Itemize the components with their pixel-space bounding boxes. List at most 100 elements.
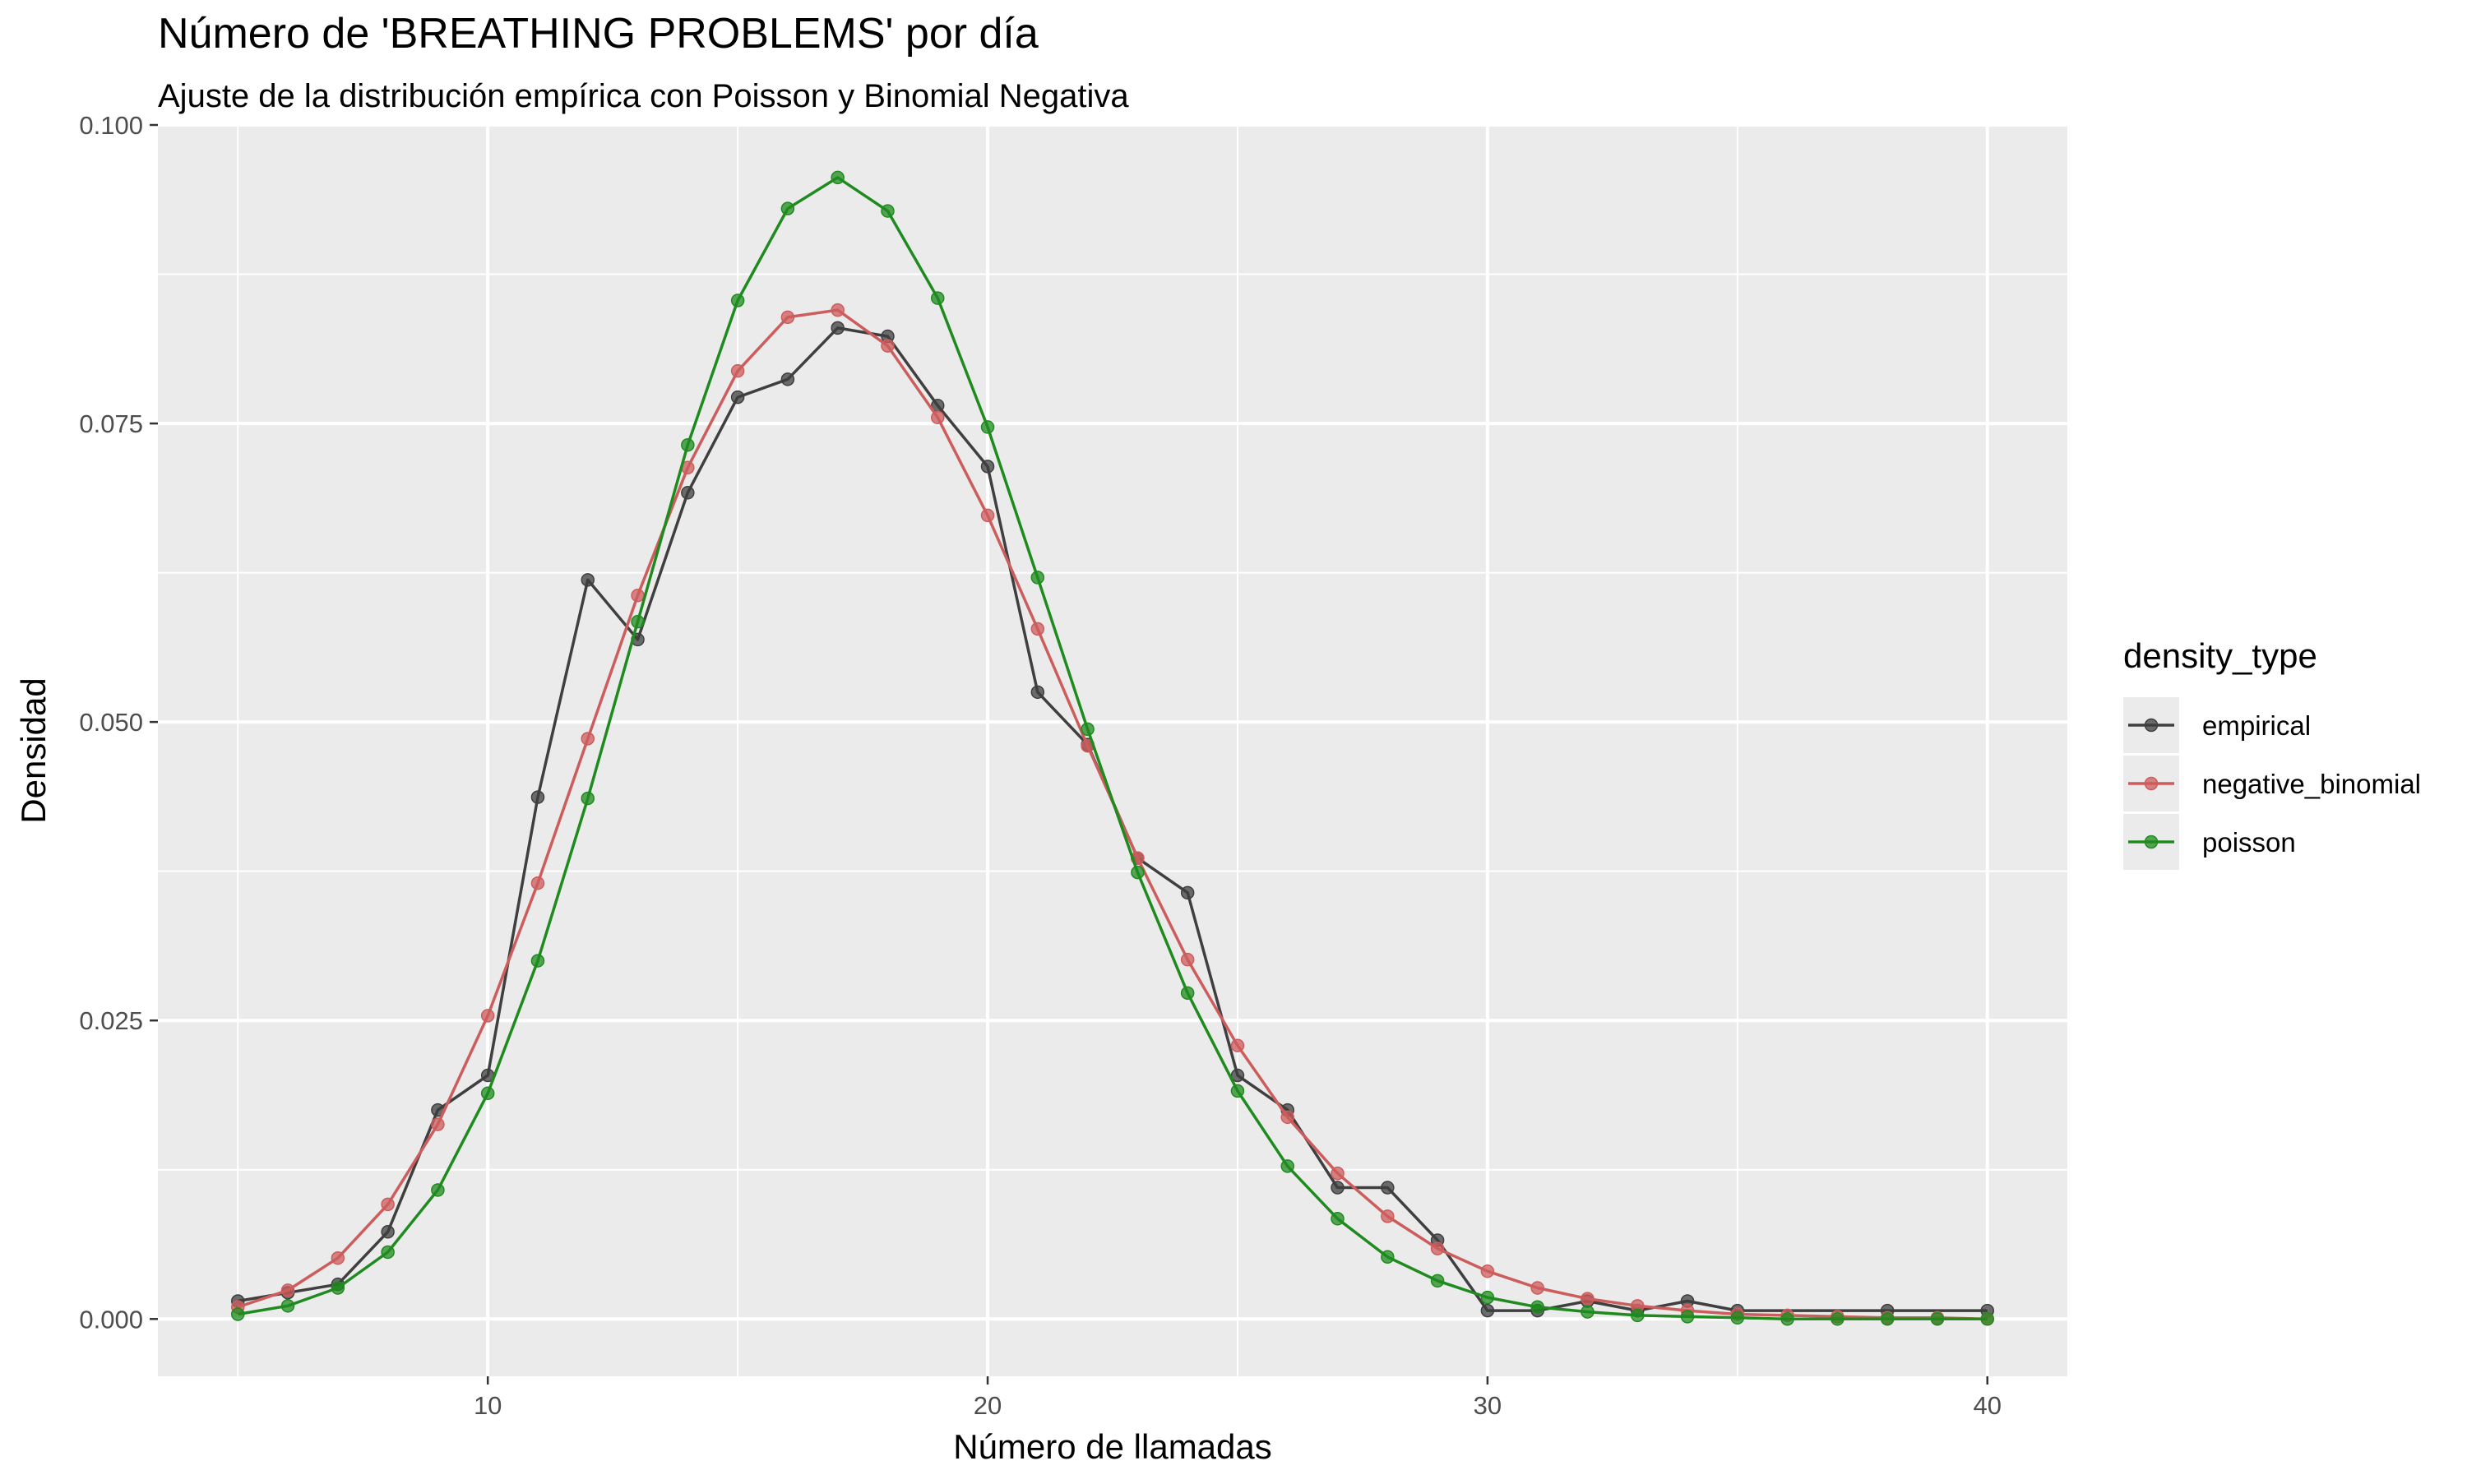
data-point-poisson — [381, 1245, 395, 1260]
legend-item-poisson: poisson — [2123, 814, 2296, 870]
data-point-negative_binomial — [1581, 1292, 1595, 1306]
legend-item-negative_binomial: negative_binomial — [2123, 756, 2421, 811]
data-point-poisson — [631, 614, 645, 629]
data-point-poisson — [480, 1086, 495, 1101]
data-point-negative_binomial — [480, 1009, 495, 1023]
data-point-poisson — [881, 204, 895, 218]
data-point-poisson — [1780, 1312, 1794, 1326]
y-tick-label: 0.050 — [79, 708, 143, 737]
x-tick-label: 30 — [1474, 1391, 1502, 1420]
data-point-poisson — [780, 201, 795, 215]
data-point-poisson — [231, 1307, 245, 1321]
data-point-poisson — [1980, 1312, 1994, 1326]
chart-subtitle: Ajuste de la distribución empírica con P… — [158, 78, 1129, 114]
series-layer — [231, 170, 1994, 1326]
data-point-poisson — [1430, 1274, 1445, 1288]
data-point-poisson — [1480, 1290, 1495, 1305]
data-point-poisson — [1530, 1300, 1544, 1315]
data-point-negative_binomial — [1331, 1166, 1345, 1181]
legend-label: negative_binomial — [2202, 769, 2421, 799]
data-point-negative_binomial — [881, 339, 895, 353]
data-point-empirical — [831, 321, 845, 335]
data-point-poisson — [931, 291, 945, 305]
legend-item-empirical: empirical — [2123, 697, 2311, 753]
x-tick-label: 20 — [974, 1391, 1002, 1420]
data-point-negative_binomial — [780, 310, 795, 325]
data-point-poisson — [1381, 1250, 1395, 1264]
data-point-empirical — [681, 486, 695, 500]
series-poisson — [231, 170, 1994, 1326]
data-point-empirical — [381, 1225, 395, 1239]
data-point-negative_binomial — [381, 1197, 395, 1212]
data-point-empirical — [780, 372, 795, 386]
data-point-negative_binomial — [331, 1251, 345, 1265]
data-point-poisson — [581, 791, 595, 806]
data-point-poisson — [980, 420, 995, 434]
plot-panel — [158, 125, 2067, 1376]
data-point-negative_binomial — [280, 1283, 295, 1297]
data-point-empirical — [1480, 1303, 1495, 1318]
data-point-empirical — [581, 573, 595, 587]
data-point-poisson — [730, 294, 745, 307]
data-point-poisson — [1131, 865, 1145, 880]
data-point-poisson — [331, 1281, 345, 1295]
data-point-negative_binomial — [1030, 622, 1045, 636]
data-point-negative_binomial — [1381, 1209, 1395, 1223]
chart-title: Número de 'BREATHING PROBLEMS' por día — [158, 10, 1039, 58]
data-point-empirical — [1180, 885, 1195, 900]
data-point-negative_binomial — [1180, 952, 1195, 967]
data-point-poisson — [1280, 1159, 1294, 1173]
y-tick-label: 0.000 — [79, 1305, 143, 1334]
data-point-poisson — [831, 170, 845, 185]
data-point-negative_binomial — [530, 876, 545, 890]
data-point-poisson — [1081, 722, 1095, 737]
data-point-poisson — [431, 1183, 445, 1197]
data-point-poisson — [1030, 571, 1045, 585]
data-point-empirical — [530, 790, 545, 804]
data-point-poisson — [280, 1299, 295, 1313]
legend-label: poisson — [2202, 827, 2296, 858]
series-line-poisson — [238, 176, 1988, 1321]
data-point-poisson — [1880, 1312, 1895, 1326]
y-axis-title: Densidad — [14, 677, 53, 823]
x-axis-title: Número de llamadas — [953, 1427, 1272, 1466]
data-point-negative_binomial — [980, 508, 995, 523]
data-point-negative_binomial — [581, 732, 595, 746]
data-point-empirical — [980, 460, 995, 474]
data-point-negative_binomial — [730, 363, 745, 378]
data-point-poisson — [1180, 986, 1195, 1001]
y-tick-label: 0.025 — [79, 1006, 143, 1035]
y-tick-label: 0.100 — [79, 111, 143, 140]
legend: density_type empirical negative_binomialp… — [2123, 636, 2421, 870]
data-point-negative_binomial — [931, 410, 945, 425]
legend-key-point — [2144, 776, 2159, 791]
data-point-poisson — [1930, 1312, 1945, 1326]
x-tick-label: 40 — [1974, 1391, 2002, 1420]
grid-layer — [158, 123, 2067, 1376]
data-point-empirical — [1030, 685, 1045, 700]
data-point-empirical — [1331, 1181, 1345, 1195]
legend-title: density_type — [2123, 636, 2317, 675]
data-point-negative_binomial — [1230, 1038, 1245, 1052]
axis-layer: 10 20 30 40 0.000 0.025 0.050 0.075 0.100 — [79, 111, 2002, 1420]
x-tick-label: 10 — [474, 1391, 502, 1420]
data-point-empirical — [1381, 1181, 1395, 1195]
data-point-poisson — [1581, 1305, 1595, 1319]
data-point-poisson — [530, 954, 545, 968]
data-point-poisson — [1831, 1312, 1844, 1326]
data-point-empirical — [1230, 1068, 1245, 1083]
data-point-negative_binomial — [1280, 1110, 1294, 1125]
data-point-negative_binomial — [1530, 1281, 1544, 1295]
data-point-poisson — [1331, 1212, 1345, 1226]
data-point-poisson — [681, 437, 695, 452]
data-point-poisson — [1230, 1084, 1245, 1098]
data-point-negative_binomial — [831, 303, 845, 317]
data-point-negative_binomial — [631, 588, 645, 603]
data-point-negative_binomial — [1480, 1264, 1495, 1278]
data-point-poisson — [1730, 1311, 1745, 1325]
data-point-empirical — [730, 390, 745, 405]
data-point-negative_binomial — [431, 1117, 445, 1131]
